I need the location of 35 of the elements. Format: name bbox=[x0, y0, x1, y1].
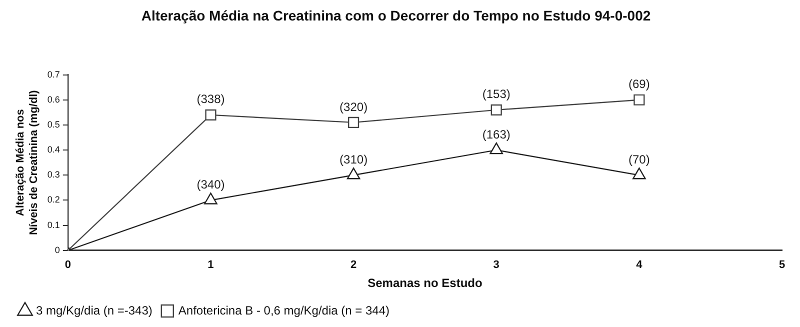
chart-title: Alteração Média na Creatinina com o Decorrer do Tempo no Estudo 94-0-002 bbox=[141, 7, 651, 24]
legend-label: Anfotericina B - 0,6 mg/Kg/dia (n = 344) bbox=[178, 303, 390, 318]
point bbox=[634, 94, 645, 106]
y-tick-label: 0.2 bbox=[47, 194, 60, 205]
x-axis-title: Semanas no Estudo bbox=[368, 276, 482, 290]
y-tick-label: 0.3 bbox=[47, 170, 60, 180]
annotation: (340) bbox=[196, 178, 225, 192]
annotation: (163) bbox=[482, 127, 510, 142]
annotation: (310) bbox=[340, 152, 368, 166]
y-tick-label: 0.7 bbox=[47, 69, 60, 80]
annotation: (70) bbox=[628, 152, 650, 166]
annotation: (320) bbox=[340, 100, 368, 114]
annotation: (69) bbox=[628, 77, 650, 92]
point bbox=[490, 142, 504, 154]
y-tick-label: 0.1 bbox=[47, 220, 60, 230]
legend-label: 3 mg/Kg/dia (n =-343) bbox=[36, 303, 152, 318]
x-tick-label: 3 bbox=[493, 259, 500, 272]
x-tick-label: 2 bbox=[350, 259, 357, 272]
point bbox=[632, 168, 646, 180]
x-tick-label: 1 bbox=[208, 259, 214, 272]
y-tick-label: 0.5 bbox=[47, 119, 60, 130]
x-tick-label: 4 bbox=[636, 259, 644, 272]
point bbox=[204, 192, 218, 204]
y-tick-label: 0 bbox=[54, 244, 60, 255]
point bbox=[348, 116, 360, 128]
x-tick-label: 5 bbox=[778, 259, 786, 272]
point bbox=[490, 104, 502, 116]
y-tick-label: 0.4 bbox=[47, 144, 60, 155]
y-axis-title: Alteração Média nos Níveis de Creatinina (mg/dl) bbox=[14, 90, 40, 236]
point bbox=[346, 168, 360, 180]
y-tick-label: 0.6 bbox=[47, 94, 60, 104]
x-tick-label: 0 bbox=[64, 259, 71, 272]
annotation: (153) bbox=[482, 87, 510, 102]
point bbox=[205, 109, 216, 120]
annotation: (338) bbox=[196, 92, 225, 106]
